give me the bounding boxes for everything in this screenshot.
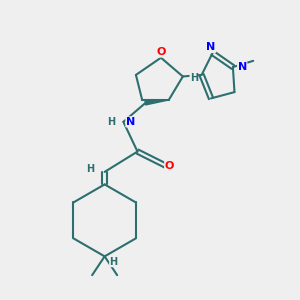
Text: N: N (206, 42, 216, 52)
Text: O: O (165, 160, 174, 171)
Text: H: H (107, 117, 116, 127)
Text: O: O (157, 47, 166, 57)
Text: H: H (86, 164, 94, 174)
Text: H: H (190, 73, 198, 83)
Text: N: N (238, 62, 247, 72)
Polygon shape (145, 100, 169, 105)
Text: N: N (126, 117, 135, 127)
Text: H: H (109, 257, 118, 267)
